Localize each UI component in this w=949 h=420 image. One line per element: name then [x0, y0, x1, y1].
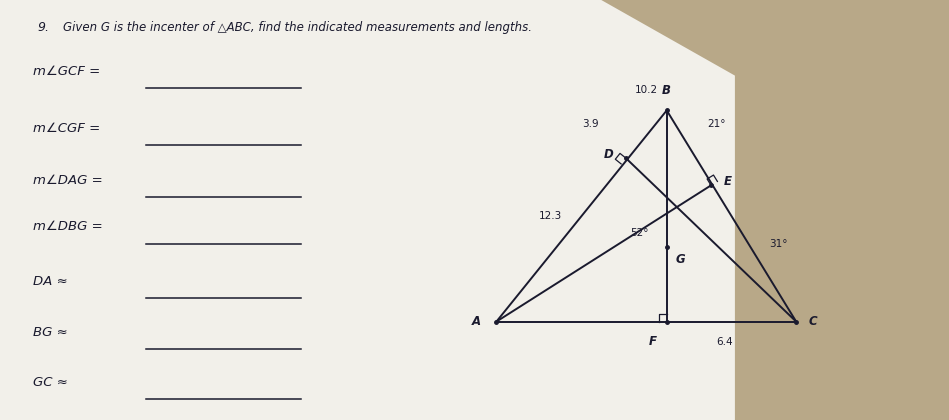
Text: m∠GCF =: m∠GCF = — [33, 65, 101, 78]
Text: F: F — [649, 335, 657, 348]
Text: 12.3: 12.3 — [539, 211, 563, 221]
Text: m∠DAG =: m∠DAG = — [33, 174, 103, 187]
Text: BG ≈: BG ≈ — [33, 326, 68, 339]
Text: m∠CGF =: m∠CGF = — [33, 122, 101, 135]
Text: 31°: 31° — [769, 239, 788, 249]
Text: 52°: 52° — [630, 228, 649, 239]
Text: Given G is the incenter of △ABC, find the indicated measurements and lengths.: Given G is the incenter of △ABC, find th… — [63, 21, 531, 34]
Text: G: G — [676, 254, 685, 267]
Text: 6.4: 6.4 — [716, 338, 733, 347]
Text: C: C — [809, 315, 817, 328]
Text: GC ≈: GC ≈ — [33, 376, 68, 389]
Text: A: A — [472, 315, 480, 328]
Text: 3.9: 3.9 — [582, 119, 599, 129]
Text: 10.2: 10.2 — [635, 85, 658, 95]
Polygon shape — [0, 0, 735, 420]
Text: DA ≈: DA ≈ — [33, 275, 68, 288]
Text: m∠DBG =: m∠DBG = — [33, 220, 103, 234]
Text: B: B — [662, 84, 671, 97]
Text: 21°: 21° — [708, 119, 726, 129]
Text: 9.: 9. — [38, 21, 49, 34]
Text: E: E — [724, 176, 732, 189]
Text: D: D — [604, 148, 614, 161]
